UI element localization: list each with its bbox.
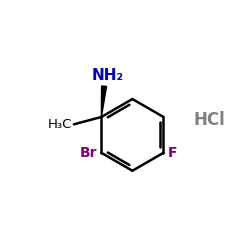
Text: H₃C: H₃C <box>48 118 72 131</box>
Text: F: F <box>168 146 177 160</box>
Text: NH₂: NH₂ <box>92 68 124 83</box>
Polygon shape <box>101 86 106 117</box>
Text: Br: Br <box>80 146 97 160</box>
Text: HCl: HCl <box>193 111 225 129</box>
